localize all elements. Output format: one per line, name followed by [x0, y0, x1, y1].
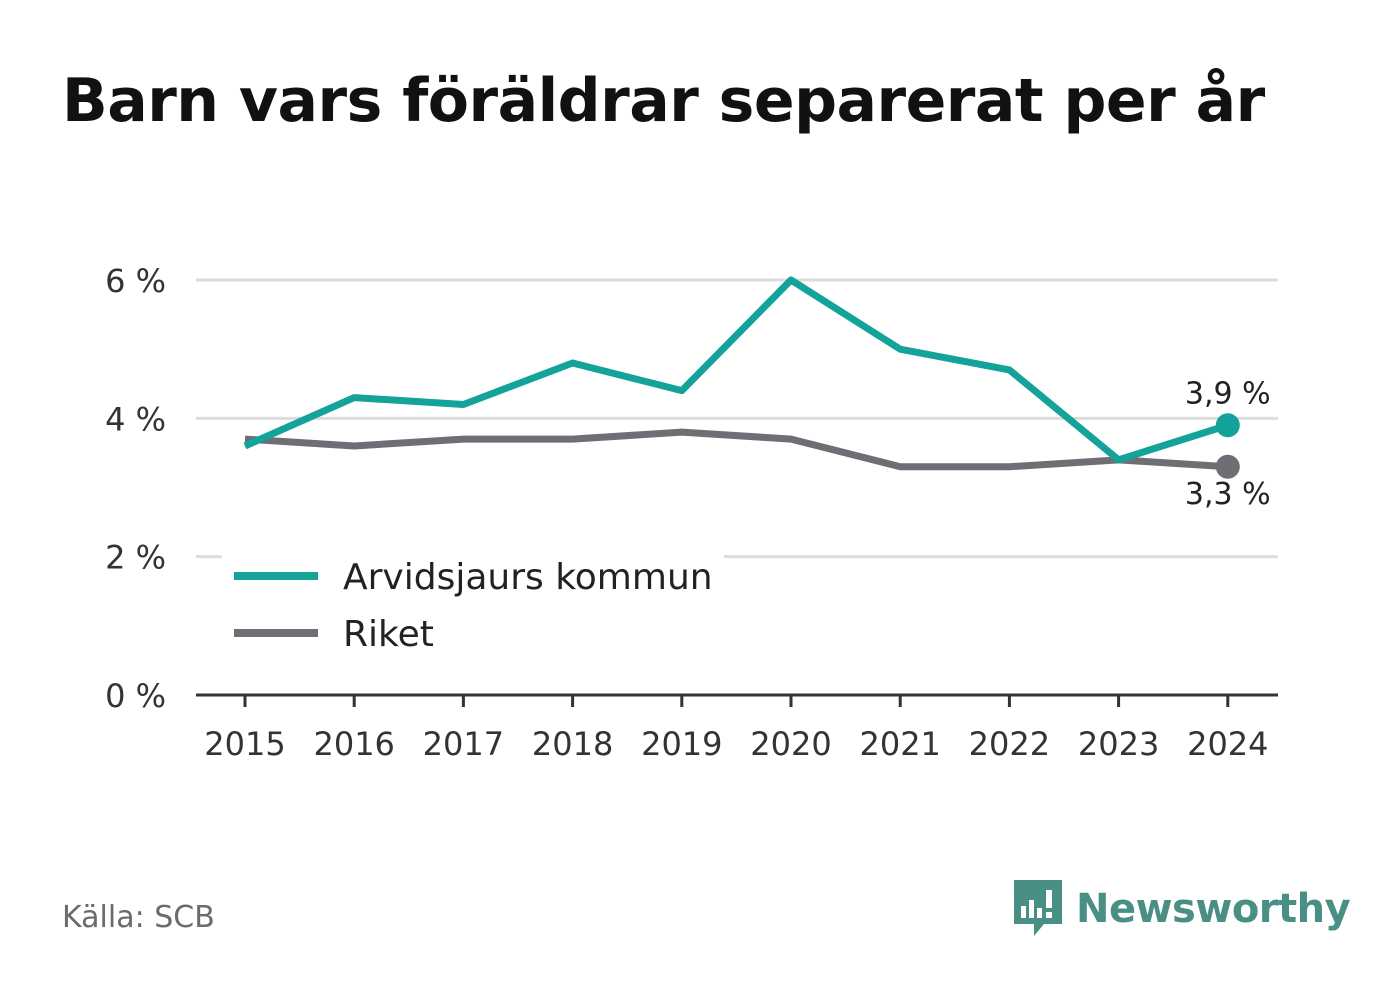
series-line	[244, 428, 1229, 471]
gridlines	[196, 278, 1278, 559]
x-tick-label: 2016	[313, 725, 394, 763]
end-label-kommun: 3,9 %	[1185, 376, 1271, 411]
y-axis-ticks: 0 % 2 % 4 % 6 %	[105, 262, 166, 715]
x-tick-label: 2019	[641, 725, 722, 763]
x-tick-label: 2017	[423, 725, 504, 763]
x-tick-label: 2022	[969, 725, 1050, 763]
end-labels: 3,9 % 3,3 %	[1185, 376, 1271, 512]
y-tick-label: 0 %	[105, 677, 166, 715]
series-lines	[243, 276, 1240, 479]
chart-title: Barn vars föräldrar separerat per år	[62, 66, 1265, 136]
x-tick-label: 2021	[859, 725, 940, 763]
series-end-point	[1215, 454, 1240, 479]
y-tick-label: 2 %	[105, 539, 166, 577]
brand-logo: Newsworthy	[1010, 878, 1351, 940]
legend-label: Arvidsjaurs kommun	[343, 557, 713, 598]
legend-label: Riket	[343, 614, 434, 655]
y-tick-label: 6 %	[105, 262, 166, 300]
x-tick-label: 2024	[1187, 725, 1268, 763]
legend-background	[222, 548, 724, 672]
x-tick-label: 2020	[750, 725, 831, 763]
x-axis-ticks: 2015 2016 2017 2018 2019 2020 2021 2022 2023 2024	[196, 693, 1278, 763]
newsworthy-logo-icon	[1014, 880, 1062, 936]
x-tick-label: 2018	[532, 725, 613, 763]
y-tick-label: 4 %	[105, 400, 166, 438]
series-end-point	[1215, 413, 1240, 438]
x-tick-label: 2023	[1078, 725, 1159, 763]
source-note: Källa: SCB	[62, 900, 215, 935]
x-tick-label: 2015	[204, 725, 285, 763]
end-label-riket: 3,3 %	[1185, 477, 1271, 512]
brand-name: Newsworthy	[1076, 886, 1351, 932]
legend: Arvidsjaurs kommun Riket	[222, 548, 724, 672]
series-line	[243, 276, 1229, 464]
